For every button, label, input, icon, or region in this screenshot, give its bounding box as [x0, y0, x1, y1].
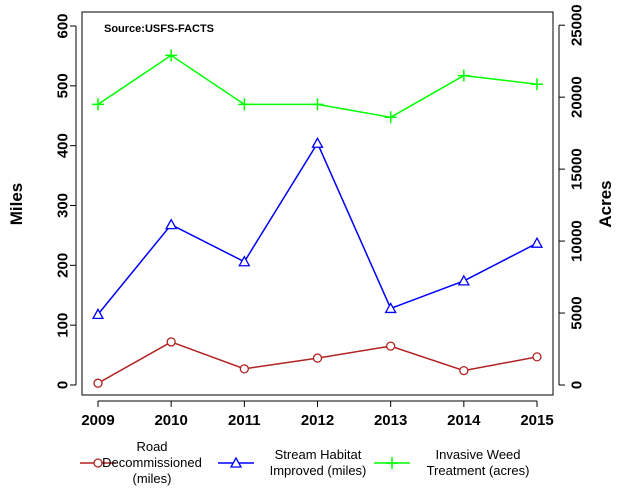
stream-habitat-improved-miles-point [165, 218, 178, 230]
left-tick-label: 300 [54, 193, 71, 218]
road-decommissioned-miles-point [459, 365, 469, 376]
stream-habitat-improved-miles-point [530, 236, 544, 248]
legend-label: (miles) [133, 471, 172, 486]
right-tick-label: 10000 [568, 220, 585, 262]
left-tick-label: 200 [54, 253, 71, 278]
legend-marker [229, 456, 243, 468]
right-y-axis: 0 5000 10000 15000 20000 25000 [558, 4, 585, 389]
left-axis-title: Miles [7, 183, 26, 226]
legend-label: Improved (miles) [270, 463, 367, 478]
legend-label: Decommissioned [102, 455, 202, 470]
left-tick-label: 0 [54, 381, 71, 389]
legend-marker [386, 457, 398, 469]
x-tick-label: 2014 [447, 412, 481, 429]
road-decommissioned-miles-point [312, 353, 323, 363]
x-axis: 2009 2010 2011 2012 2013 2014 2015 [81, 400, 554, 429]
legend-label: Invasive Weed [435, 447, 520, 462]
plot-frame [81, 11, 554, 396]
right-tick-label: 25000 [568, 4, 585, 46]
right-tick-label: 0 [568, 381, 585, 389]
x-tick-label: 2015 [520, 412, 553, 429]
legend-label: Stream Habitat [275, 447, 362, 462]
series-layer [91, 49, 544, 388]
stream-habitat-improved-miles-line [97, 141, 538, 315]
invasive-weed-treatment-acres-point [457, 69, 470, 82]
left-y-axis: 0 100 200 300 400 500 600 [54, 13, 77, 389]
road-decommissioned-miles-point [386, 341, 396, 351]
legend-label: Road [136, 439, 167, 454]
road-decommissioned-miles-point [93, 378, 103, 388]
series-2 [92, 49, 543, 124]
left-tick-label: 600 [54, 13, 71, 38]
legend-label: Treatment (acres) [427, 463, 530, 478]
left-tick-label: 100 [54, 313, 71, 338]
invasive-weed-treatment-acres-point [165, 49, 178, 62]
invasive-weed-treatment-acres-point [92, 98, 104, 111]
stream-habitat-improved-miles-point [311, 136, 324, 148]
road-decommissioned-miles-point [166, 337, 176, 347]
right-tick-label: 5000 [568, 296, 585, 329]
x-tick-label: 2009 [81, 412, 114, 429]
invasive-weed-treatment-acres-point [311, 98, 324, 111]
source-annotation: Source:USFS-FACTS [104, 23, 214, 35]
road-decommissioned-miles-point [239, 364, 249, 374]
stream-habitat-improved-miles-point [457, 274, 470, 286]
stream-habitat-improved-miles-point [91, 308, 105, 320]
x-tick-label: 2012 [301, 412, 334, 429]
left-tick-label: 400 [54, 133, 71, 158]
legend-marker [93, 458, 103, 468]
stream-habitat-improved-miles-point [238, 255, 251, 267]
invasive-weed-treatment-acres-point [531, 78, 543, 91]
right-axis-title: Acres [596, 180, 615, 227]
series-1 [91, 136, 544, 320]
invasive-weed-treatment-acres-point [238, 98, 251, 111]
invasive-weed-treatment-acres-point [384, 111, 397, 124]
x-tick-label: 2011 [228, 412, 261, 429]
road-decommissioned-miles-point [532, 352, 542, 362]
x-tick-label: 2010 [154, 412, 187, 429]
right-tick-label: 20000 [568, 76, 585, 118]
series-0 [93, 337, 542, 388]
stream-habitat-improved-miles-point [384, 302, 397, 314]
x-tick-label: 2013 [374, 412, 407, 429]
left-tick-label: 500 [54, 73, 71, 98]
right-tick-label: 15000 [568, 148, 585, 190]
